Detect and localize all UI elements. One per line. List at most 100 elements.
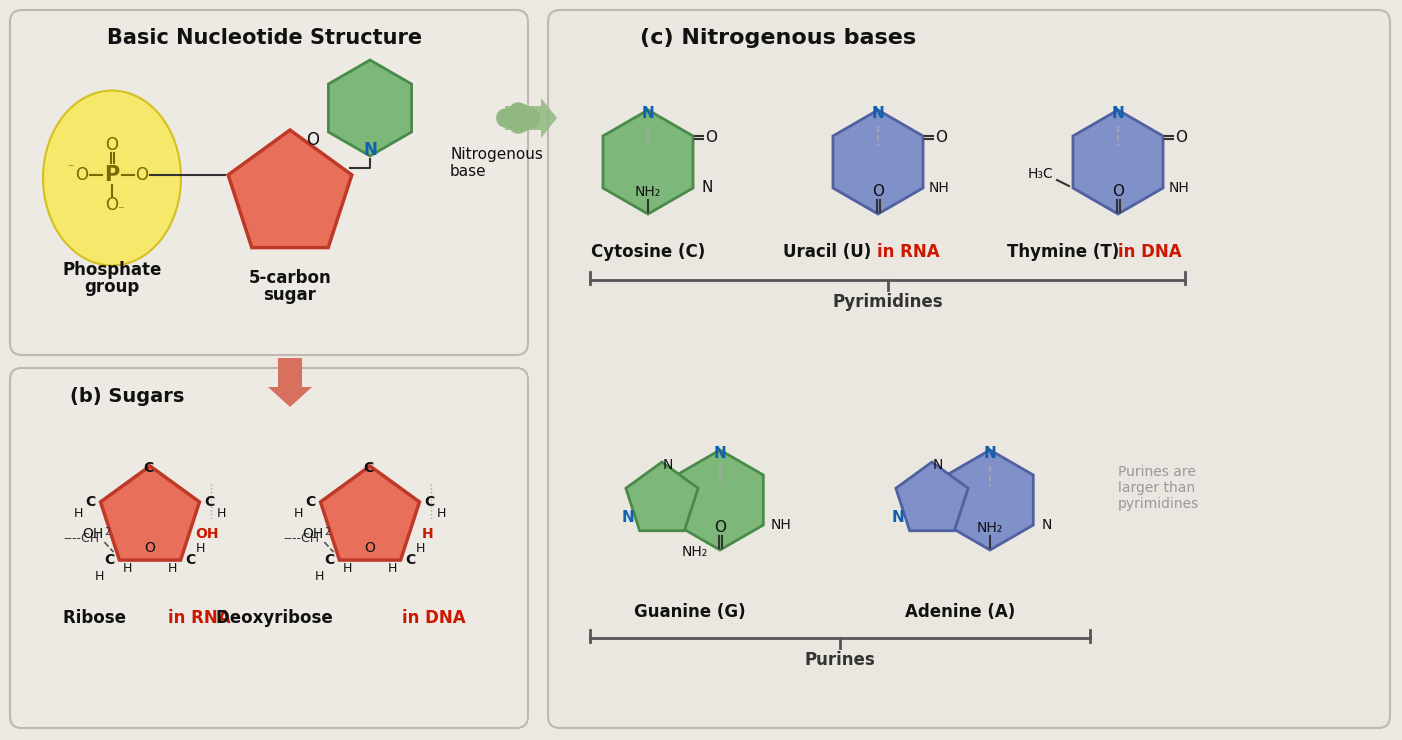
Text: O: O [105,136,119,154]
Text: H: H [314,570,324,582]
Text: H: H [168,562,177,574]
Text: O: O [714,520,726,536]
Text: H: H [217,508,226,520]
Text: O: O [144,541,156,555]
Text: N: N [1112,107,1124,121]
Polygon shape [321,466,419,560]
Text: NH₂: NH₂ [977,521,1002,535]
Text: 2: 2 [324,527,331,537]
Text: base: base [450,164,486,180]
Text: H: H [422,527,433,541]
Text: H: H [342,562,352,574]
Text: H₃C: H₃C [1028,167,1054,181]
Text: O: O [365,541,376,555]
Text: P: P [104,165,119,185]
Polygon shape [833,110,923,214]
Text: Cytosine (C): Cytosine (C) [590,243,705,261]
Text: ----CH: ----CH [63,531,100,545]
Text: N: N [872,107,885,121]
Text: Phosphate: Phosphate [62,261,161,279]
Polygon shape [328,60,412,156]
Text: H: H [294,508,303,520]
Text: H: H [95,570,104,582]
Text: C: C [205,495,215,509]
Text: N: N [1042,518,1053,532]
Text: O: O [76,166,88,184]
Text: H: H [416,542,425,554]
Text: C: C [104,553,115,567]
Text: N: N [363,141,377,159]
Polygon shape [603,110,693,214]
FancyBboxPatch shape [10,10,529,355]
Text: N: N [714,446,726,462]
Text: N: N [642,107,655,121]
Text: C: C [306,495,315,509]
Text: O: O [872,184,885,200]
Text: O: O [105,196,119,214]
Text: C: C [425,495,435,509]
FancyBboxPatch shape [548,10,1389,728]
Text: C: C [405,553,415,567]
Text: N: N [932,458,944,472]
Text: O: O [935,130,946,146]
Text: H: H [74,508,83,520]
Text: OH: OH [196,527,219,541]
Text: N: N [663,458,673,472]
Text: H: H [123,562,132,574]
Text: OH: OH [81,527,104,541]
Polygon shape [896,462,969,531]
Text: Deoxyribose: Deoxyribose [216,609,338,627]
Text: NH₂: NH₂ [681,545,708,559]
Text: ----CH: ----CH [283,531,320,545]
Text: C: C [324,553,335,567]
Text: group: group [84,278,140,296]
Text: NH₂: NH₂ [635,185,662,199]
Text: (c) Nitrogenous bases: (c) Nitrogenous bases [639,28,916,48]
Polygon shape [1073,110,1164,214]
Text: N: N [892,511,904,525]
Text: H: H [388,562,397,574]
Ellipse shape [43,90,181,266]
Text: in RNA: in RNA [876,243,939,261]
Text: N: N [701,181,712,195]
Polygon shape [229,130,352,248]
FancyBboxPatch shape [10,368,529,728]
Text: O: O [1175,130,1187,146]
Text: O: O [307,131,320,149]
Text: Guanine (G): Guanine (G) [634,603,746,621]
Text: H: H [437,508,446,520]
Polygon shape [677,450,763,550]
Polygon shape [101,466,199,560]
Text: O: O [705,130,716,146]
Text: Purines are
larger than
pyrimidines: Purines are larger than pyrimidines [1117,465,1199,511]
Text: Basic Nucleotide Structure: Basic Nucleotide Structure [108,28,422,48]
Text: O: O [1112,184,1124,200]
Text: C: C [86,495,95,509]
Text: Purines: Purines [805,651,875,669]
Text: Thymine (T): Thymine (T) [1007,243,1124,261]
Text: Uracil (U): Uracil (U) [782,243,878,261]
Text: C: C [143,461,153,475]
Text: (b) Sugars: (b) Sugars [70,386,185,406]
Polygon shape [505,98,557,138]
Text: Ribose: Ribose [63,609,132,627]
Text: NH: NH [1169,181,1189,195]
Polygon shape [625,462,698,531]
Text: Adenine (A): Adenine (A) [904,603,1015,621]
Text: sugar: sugar [264,286,317,304]
Text: OH: OH [301,527,324,541]
Text: ⁻: ⁻ [116,204,123,218]
Polygon shape [268,358,313,407]
Text: NH: NH [928,181,949,195]
Polygon shape [946,450,1033,550]
Text: N: N [621,511,634,525]
Text: N: N [984,446,997,462]
Text: Nitrogenous: Nitrogenous [450,147,543,163]
Text: in DNA: in DNA [1119,243,1182,261]
Text: C: C [185,553,196,567]
Text: O: O [136,166,149,184]
Text: in RNA: in RNA [168,609,230,627]
Text: NH: NH [771,518,792,532]
Text: 2: 2 [104,527,111,537]
Text: Pyrimidines: Pyrimidines [833,293,942,311]
